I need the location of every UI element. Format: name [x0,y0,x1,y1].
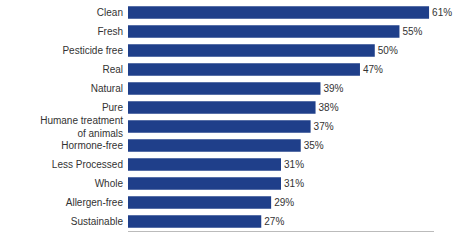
svg-text:Allergen-free: Allergen-free [66,197,124,208]
svg-text:Humane treatmentof animals: Humane treatmentof animals [40,115,123,139]
svg-text:Pure: Pure [102,102,124,113]
svg-text:Real: Real [102,64,123,75]
svg-text:55%: 55% [402,26,422,37]
svg-text:35%: 35% [304,140,324,151]
svg-text:Sustainable: Sustainable [71,216,124,227]
svg-text:31%: 31% [284,159,304,170]
svg-text:31%: 31% [284,178,304,189]
svg-text:47%: 47% [363,64,383,75]
svg-text:61%: 61% [432,7,452,18]
svg-text:Pesticide free: Pesticide free [62,45,123,56]
svg-text:27%: 27% [264,216,284,227]
svg-text:38%: 38% [319,102,339,113]
svg-text:39%: 39% [323,83,343,94]
svg-text:Whole: Whole [95,178,124,189]
svg-text:29%: 29% [274,197,294,208]
svg-text:Less Processed: Less Processed [52,159,123,170]
svg-text:37%: 37% [314,121,334,132]
svg-text:Fresh: Fresh [97,26,123,37]
svg-text:Clean: Clean [97,7,123,18]
svg-text:50%: 50% [378,45,398,56]
svg-text:Hormone-free: Hormone-free [61,140,123,151]
svg-text:Natural: Natural [91,83,123,94]
